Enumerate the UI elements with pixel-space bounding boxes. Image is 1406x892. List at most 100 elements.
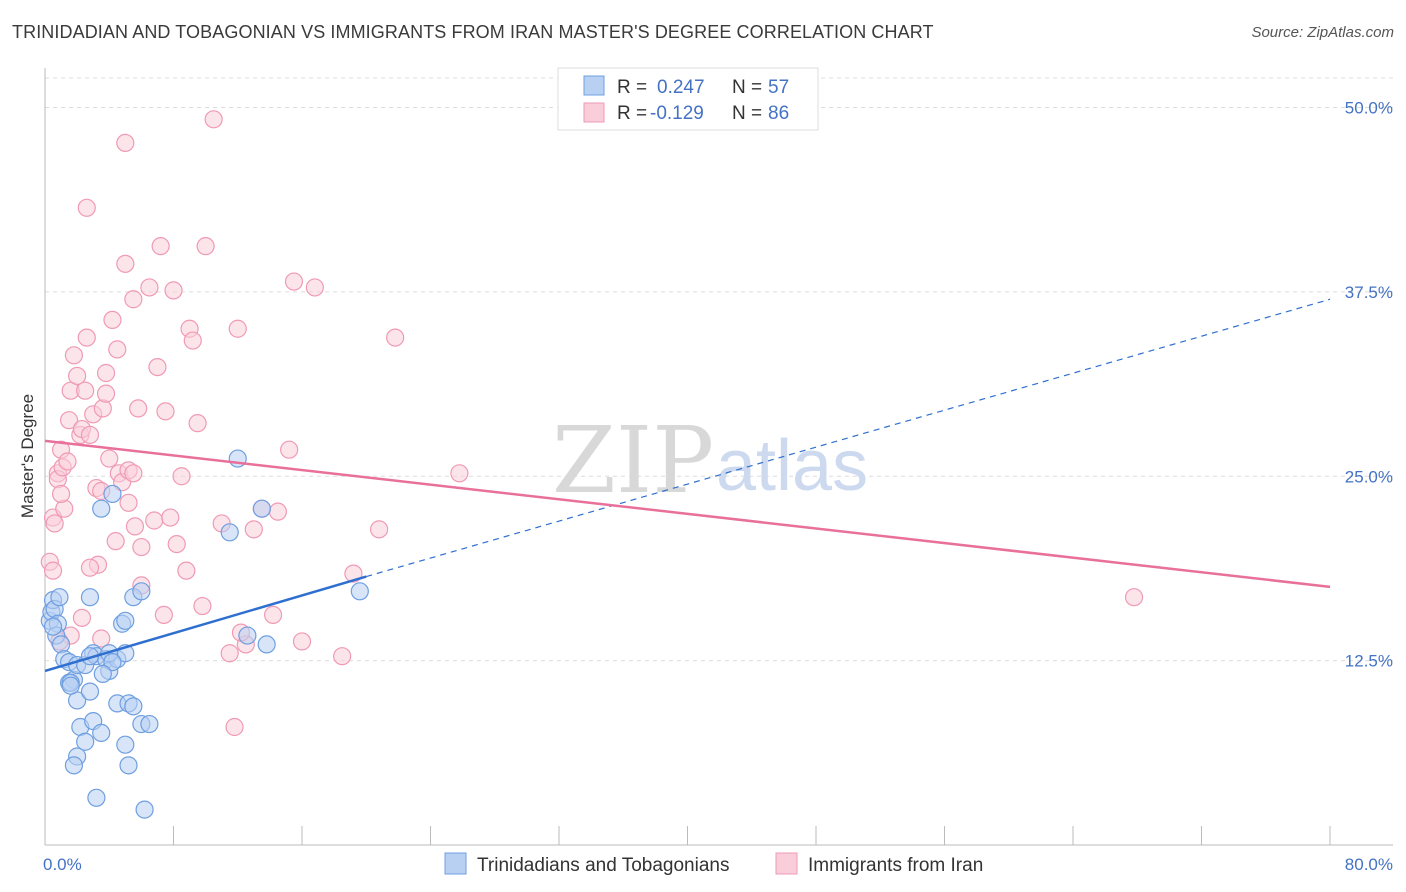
point-iran bbox=[140, 278, 159, 297]
point-trinidadians bbox=[252, 499, 271, 518]
point-trinidadians bbox=[61, 676, 80, 695]
point-trinidadians bbox=[87, 788, 106, 807]
point-iran bbox=[151, 237, 170, 256]
point-trinidadians bbox=[257, 635, 276, 654]
y-tick-labels: 12.5% 25.0% 37.5% 50.0% bbox=[1345, 99, 1393, 671]
series-legend: Trinidadians and Tobagonians Immigrants … bbox=[444, 852, 983, 876]
watermark: ZIP atlas bbox=[552, 407, 868, 514]
point-trinidadians bbox=[80, 588, 100, 607]
point-iran bbox=[64, 346, 84, 365]
point-iran bbox=[1124, 588, 1144, 607]
point-trinidadians bbox=[116, 611, 135, 630]
legend-swatch-iran bbox=[775, 852, 798, 875]
point-iran bbox=[108, 340, 127, 359]
point-iran bbox=[96, 384, 116, 403]
gridlines bbox=[45, 77, 1393, 662]
point-trinidadians bbox=[238, 626, 257, 645]
point-iran bbox=[225, 717, 244, 737]
point-iran bbox=[106, 532, 125, 551]
point-iran bbox=[167, 534, 186, 554]
point-iran bbox=[125, 517, 145, 536]
point-trinidadians bbox=[103, 652, 122, 672]
point-trinidadians bbox=[116, 735, 135, 754]
legend-label-trinidadians: Trinidadians and Tobagonians bbox=[477, 855, 729, 876]
point-iran bbox=[59, 411, 79, 430]
point-iran bbox=[193, 596, 212, 616]
point-trinidadians bbox=[92, 723, 111, 743]
point-iran bbox=[119, 493, 138, 512]
y-tick-label: 50.0% bbox=[1345, 99, 1393, 118]
point-iran bbox=[177, 561, 196, 580]
stats-n-value-1: 57 bbox=[768, 77, 789, 98]
x-tick-label-max: 80.0% bbox=[1345, 855, 1393, 874]
point-iran bbox=[93, 399, 112, 418]
trend-line-trinidadians-extension bbox=[366, 298, 1331, 578]
point-iran bbox=[92, 629, 111, 648]
point-iran bbox=[80, 558, 100, 577]
point-iran bbox=[244, 520, 263, 539]
point-iran bbox=[188, 414, 207, 433]
point-iran bbox=[305, 278, 324, 297]
stats-swatch-pink bbox=[583, 102, 605, 123]
point-iran bbox=[116, 133, 135, 152]
stats-n-value-2: 86 bbox=[768, 103, 789, 124]
point-iran bbox=[51, 484, 71, 504]
point-trinidadians bbox=[64, 756, 84, 775]
y-tick-label: 37.5% bbox=[1345, 283, 1393, 302]
point-iran bbox=[124, 464, 143, 483]
point-trinidadians bbox=[93, 664, 112, 684]
point-iran bbox=[450, 464, 469, 483]
x-tick-labels: 0.0% 80.0% bbox=[43, 855, 1393, 874]
point-iran bbox=[100, 449, 119, 468]
point-trinidadians bbox=[124, 697, 143, 716]
stats-n-label-2: N = bbox=[732, 103, 762, 124]
watermark-atlas: atlas bbox=[716, 426, 868, 506]
chart-title: TRINIDADIAN AND TOBAGONIAN VS IMMIGRANTS… bbox=[12, 22, 934, 42]
stats-r-value-1: 0.247 bbox=[657, 77, 705, 98]
point-iran bbox=[148, 358, 167, 377]
x-tick-label-min: 0.0% bbox=[43, 855, 82, 874]
point-iran bbox=[220, 644, 239, 663]
point-iran bbox=[161, 508, 180, 527]
point-trinidadians bbox=[92, 499, 111, 518]
stats-n-label-1: N = bbox=[732, 77, 762, 98]
point-trinidadians bbox=[76, 732, 95, 751]
point-iran bbox=[58, 452, 77, 471]
point-iran bbox=[204, 110, 223, 129]
stats-r-value-2: -0.129 bbox=[650, 103, 704, 124]
stats-r-label-1: R = bbox=[617, 77, 647, 98]
legend-swatch-trinidadians bbox=[444, 852, 467, 875]
point-trinidadians bbox=[220, 523, 239, 542]
chart-source: Source: ZipAtlas.com bbox=[1251, 24, 1394, 41]
axes bbox=[44, 68, 1393, 846]
point-trinidadians bbox=[50, 588, 69, 607]
point-iran bbox=[124, 290, 143, 309]
y-axis-title: Master's Degree bbox=[18, 394, 37, 518]
point-iran bbox=[154, 605, 173, 625]
point-iran bbox=[103, 310, 122, 329]
point-iran bbox=[55, 499, 74, 518]
point-iran bbox=[77, 198, 96, 217]
point-iran bbox=[43, 561, 63, 580]
stats-legend: R = 0.247 N = 57 R = -0.129 N = 86 bbox=[557, 67, 819, 131]
point-iran bbox=[80, 425, 100, 445]
point-iran bbox=[145, 511, 164, 530]
point-iran bbox=[76, 381, 95, 400]
stats-swatch-blue bbox=[583, 75, 605, 96]
point-iran bbox=[280, 440, 299, 459]
point-trinidadians bbox=[132, 582, 151, 601]
point-iran bbox=[68, 366, 87, 386]
point-trinidadians bbox=[119, 756, 138, 775]
point-iran bbox=[292, 632, 312, 651]
point-iran bbox=[132, 537, 151, 557]
point-iran bbox=[228, 319, 247, 338]
point-trinidadians bbox=[51, 635, 71, 654]
point-trinidadians bbox=[350, 582, 369, 601]
point-trinidadians bbox=[135, 800, 154, 819]
legend-label-iran: Immigrants from Iran bbox=[808, 855, 983, 876]
stats-r-label-2: R = bbox=[617, 103, 647, 124]
point-iran bbox=[164, 281, 183, 300]
point-iran bbox=[72, 608, 92, 627]
point-iran bbox=[96, 363, 116, 383]
